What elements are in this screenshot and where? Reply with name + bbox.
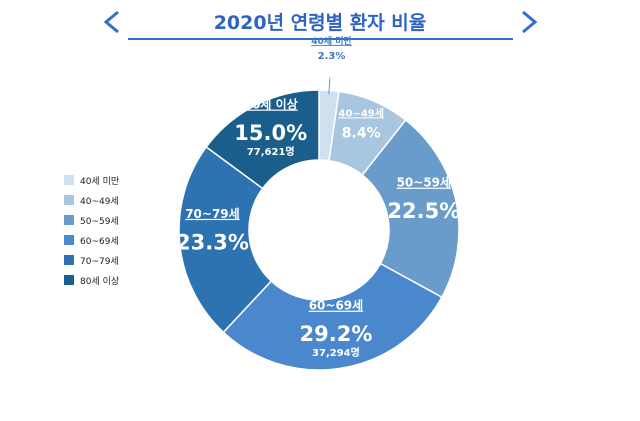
slice-value-label: 29.2%: [300, 322, 373, 346]
slice-value-label: 22.5%: [387, 199, 460, 223]
legend-label: 80세 이상: [80, 276, 119, 287]
legend-swatch: [64, 175, 74, 185]
slice-1-leader-line: [328, 77, 331, 95]
slice-category-label: 60~69세: [309, 298, 364, 313]
legend-label: 40~49세: [80, 196, 119, 207]
pie-slice-4: [222, 262, 443, 371]
slice-category-label: 50~59세: [397, 175, 452, 190]
slice-category-label: 40~49세: [339, 106, 384, 119]
pie-slice-3: [361, 119, 460, 299]
slice-category-label: 80세 이상: [244, 97, 298, 112]
pie-slice-6: [205, 89, 320, 190]
banner-right-chevron: [522, 10, 538, 34]
legend-swatch: [64, 195, 74, 205]
legend-label: 40세 미만: [80, 176, 119, 187]
legend-swatch: [64, 235, 74, 245]
slice-labels: 40세 미만 2.3% 40~49세 8.4% 50~59세 22.5% 60~69세 29.…: [176, 35, 460, 359]
slice-category-label: 40세 미만: [311, 35, 352, 47]
legend-swatch: [64, 275, 74, 285]
slice-value-label: 15.0%: [234, 121, 307, 145]
slice-count-label: 37,294명: [312, 346, 360, 359]
legend-swatch: [64, 255, 74, 265]
legend-label: 50~59세: [80, 216, 119, 227]
legend: 40세 미만 40~49세 50~59세 60~69세 70~79세 80세 이상: [64, 175, 119, 287]
pie-slices: [178, 89, 460, 371]
title-banner: 2020년 연령별 환자 비율: [103, 10, 538, 40]
pie-slice-5: [178, 145, 273, 334]
legend-label: 70~79세: [80, 256, 119, 267]
slice-value-label: 2.3%: [318, 51, 346, 62]
banner-left-chevron: [103, 10, 119, 34]
slice-value-label: 23.3%: [176, 230, 249, 254]
slice-category-label: 70~79세: [185, 206, 240, 221]
legend-swatch: [64, 215, 74, 225]
legend-label: 60~69세: [80, 236, 119, 247]
slice-count-label: 77,621명: [247, 145, 295, 158]
chart-title: 2020년 연령별 환자 비율: [214, 12, 427, 34]
slice-value-label: 8.4%: [342, 125, 381, 141]
